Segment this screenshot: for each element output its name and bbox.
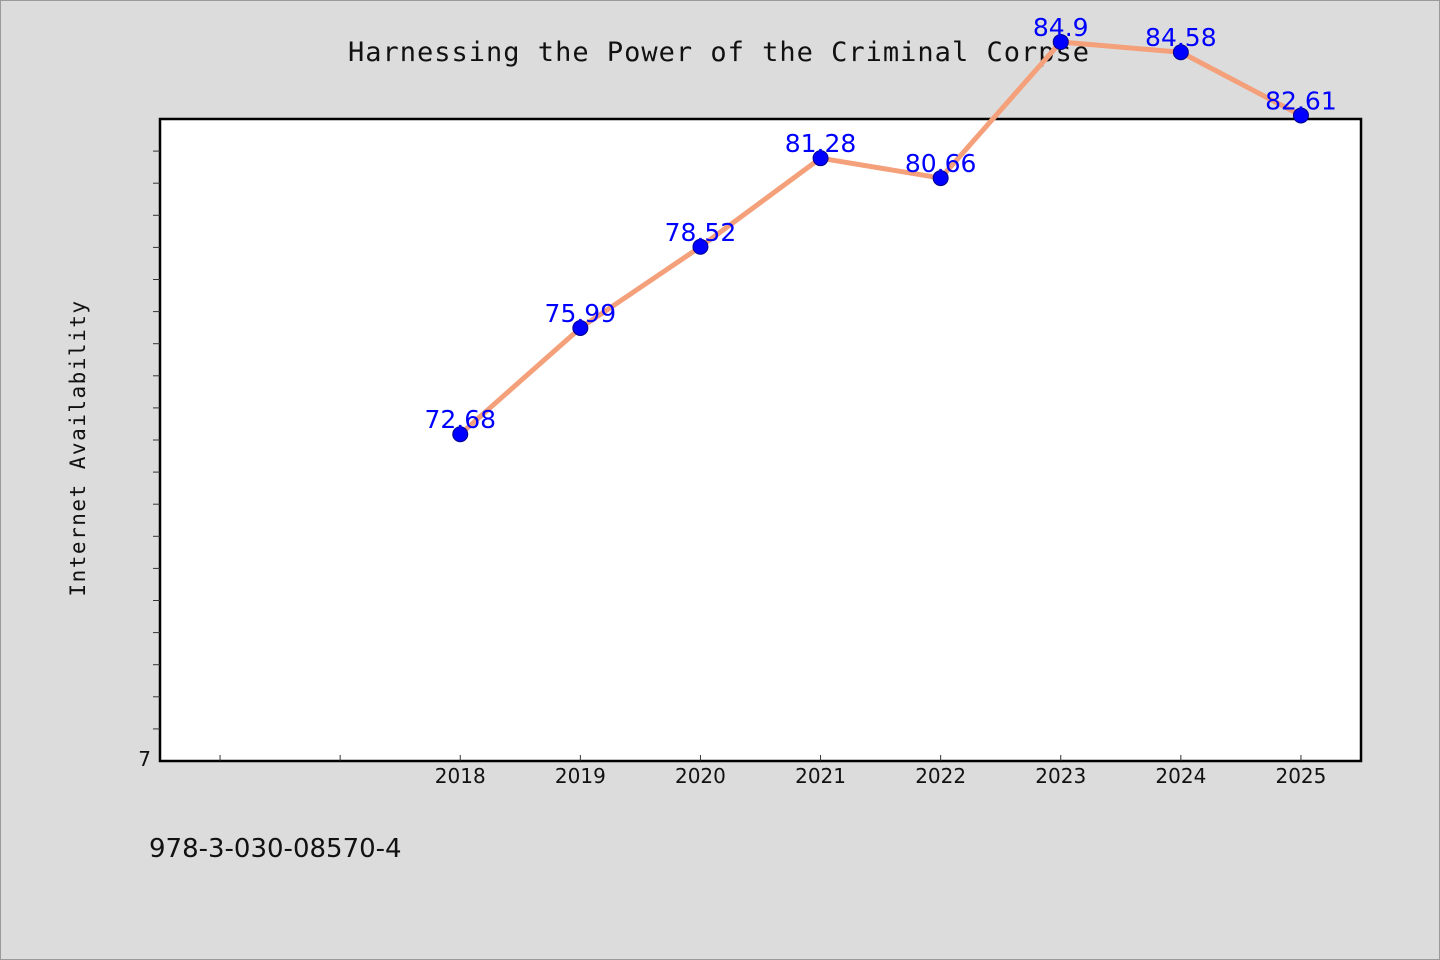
data-label: 82.61 <box>1265 86 1337 115</box>
data-label: 75.99 <box>545 299 617 328</box>
x-tick-label: 2018 <box>435 764 486 788</box>
series-layer <box>452 33 1309 443</box>
data-label: 84.58 <box>1145 23 1217 52</box>
data-point <box>932 170 949 187</box>
data-point <box>1052 33 1069 50</box>
data-label-layer: 72.68 75.99 78.52 81.28 80.66 84.9 84.58 82.61 <box>424 13 1336 434</box>
data-label: 80.66 <box>905 149 977 178</box>
data-label: 78.52 <box>665 218 737 247</box>
data-point <box>812 150 829 167</box>
data-point <box>572 319 589 336</box>
data-point <box>1292 107 1309 124</box>
plot-area <box>158 117 1363 763</box>
y-axis-ticks: 7 <box>138 150 160 771</box>
isbn-text: 978-3-030-08570-4 <box>149 834 402 864</box>
chart-title: Harnessing the Power of the Criminal Cor… <box>348 37 1090 68</box>
x-tick-label: 2019 <box>555 764 606 788</box>
x-tick-label: 2020 <box>675 764 726 788</box>
x-axis-ticks: 2018 2019 2020 2021 2022 2023 2024 2025 <box>219 755 1326 788</box>
data-label: 72.68 <box>424 405 496 434</box>
x-tick-label: 2023 <box>1035 764 1086 788</box>
data-label: 81.28 <box>785 129 857 158</box>
x-tick-label: 2021 <box>795 764 846 788</box>
data-point <box>452 426 469 443</box>
data-label: 84.9 <box>1033 13 1089 42</box>
x-tick-label: 2025 <box>1275 764 1326 788</box>
y-axis-label: Internet Availability <box>66 299 90 596</box>
data-point <box>1172 44 1189 61</box>
x-tick-label: 2024 <box>1155 764 1206 788</box>
data-point <box>692 238 709 255</box>
x-tick-label: 2022 <box>915 764 966 788</box>
series-line <box>457 39 1304 437</box>
y-tick-label: 7 <box>138 747 151 771</box>
